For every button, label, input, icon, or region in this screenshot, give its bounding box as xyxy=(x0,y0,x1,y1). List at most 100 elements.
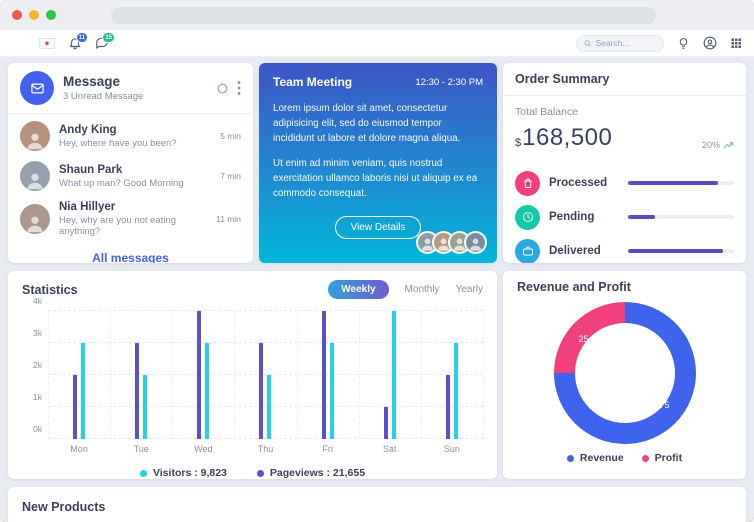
progress-fill xyxy=(628,249,724,253)
progress-bar xyxy=(628,181,734,185)
sender-name: Shaun Park xyxy=(59,163,123,176)
order-row: Processed xyxy=(515,166,734,200)
revenue-profit-card: Revenue and Profit 25 75 Revenue Profit xyxy=(503,271,746,479)
chat-badge: 15 xyxy=(102,32,115,43)
order-summary-card: Order Summary Total Balance $ 168,500 20… xyxy=(503,63,746,263)
team-meeting-card: Team Meeting 12:30 - 2:30 PM Lorem ipsum… xyxy=(259,63,497,263)
search-input[interactable] xyxy=(595,38,656,48)
statistics-title: Statistics xyxy=(22,282,78,297)
x-tick: Fri xyxy=(322,444,333,454)
balance-change: 20% xyxy=(701,140,720,150)
y-tick: 4k xyxy=(33,296,42,306)
meeting-description: Ut enim ad minim veniam, quis nostrud ex… xyxy=(273,157,478,199)
gridline xyxy=(48,310,483,311)
bar-visitors xyxy=(391,311,396,439)
meeting-title: Team Meeting xyxy=(273,75,353,89)
y-tick: 1k xyxy=(33,392,42,402)
user-icon[interactable] xyxy=(703,36,717,50)
gridline xyxy=(48,406,483,407)
meeting-time: 12:30 - 2:30 PM xyxy=(415,76,483,88)
dashboard-content: Message 3 Unread Message Andy Ki xyxy=(0,57,754,522)
gridline xyxy=(48,438,483,439)
chat-icon[interactable]: 15 xyxy=(95,32,115,50)
x-tick: Thu xyxy=(257,444,274,454)
progress-bar xyxy=(628,215,734,219)
bar-xlabels: Mon Tue Wed Thu Fri Sat Sun xyxy=(48,444,483,454)
order-summary-title: Order Summary xyxy=(503,63,746,96)
close-button[interactable] xyxy=(12,10,22,20)
unread-count: 3 Unread Message xyxy=(63,91,144,102)
bar-pageviews xyxy=(445,375,450,439)
total-balance-label: Total Balance xyxy=(515,106,579,118)
trend-up-icon xyxy=(723,141,734,148)
order-row-label: Pending xyxy=(549,211,595,223)
menu-icon[interactable] xyxy=(12,37,26,49)
bar-plot: 0k 1k 2k 3k 4k xyxy=(33,296,484,439)
maple-leaf-icon xyxy=(44,40,50,46)
mail-icon xyxy=(20,71,54,105)
flag-canada-icon[interactable] xyxy=(39,37,55,49)
message-preview: Hey, where have you been? xyxy=(59,137,177,149)
message-list-item[interactable]: Nia Hillyer Hey, why are you not eating … xyxy=(20,196,241,242)
gridline xyxy=(358,311,360,439)
message-time: 11 min xyxy=(216,214,241,224)
donut-legend: Revenue Profit xyxy=(517,452,732,470)
more-menu-icon[interactable] xyxy=(237,81,241,95)
bell-icon[interactable]: 11 xyxy=(68,32,88,50)
briefcase-icon xyxy=(515,238,540,263)
lightbulb-icon[interactable] xyxy=(677,37,690,50)
minimize-button[interactable] xyxy=(29,10,39,20)
bar-visitors xyxy=(143,375,148,439)
top-navbar: 11 15 xyxy=(0,30,754,57)
browser-chrome xyxy=(0,0,754,30)
gridline xyxy=(483,311,484,439)
bar-pageviews xyxy=(259,343,264,439)
x-tick: Tue xyxy=(133,444,149,454)
all-messages-link[interactable]: All messages xyxy=(92,251,169,263)
order-row: Pending xyxy=(515,200,734,234)
new-products-title: New Products xyxy=(22,500,106,514)
tab-weekly[interactable]: Weekly xyxy=(328,280,389,299)
period-tabs: Weekly Monthly Yearly xyxy=(328,280,483,299)
y-tick: 3k xyxy=(33,328,42,338)
gridline xyxy=(234,311,236,439)
progress-fill xyxy=(628,181,719,185)
gridline xyxy=(48,342,483,343)
message-list-item[interactable]: Andy King Hey, where have you been? 5 mi… xyxy=(20,116,241,156)
message-preview: Hey, why are you not eating anything? xyxy=(59,215,177,237)
progress-fill xyxy=(628,215,655,219)
revenue-profit-title: Revenue and Profit xyxy=(517,280,631,294)
tab-monthly[interactable]: Monthly xyxy=(404,284,440,295)
bar-pageviews xyxy=(383,407,388,439)
statistics-card: Statistics Weekly Monthly Yearly 0k 1k 2k 3… xyxy=(8,271,497,479)
gridline xyxy=(420,311,422,439)
gridline xyxy=(110,311,112,439)
tab-yearly[interactable]: Yearly xyxy=(455,284,483,295)
notification-badge: 11 xyxy=(75,32,88,43)
y-tick: 2k xyxy=(33,360,42,370)
x-tick: Mon xyxy=(70,444,88,454)
gridline xyxy=(48,311,49,439)
grid-icon[interactable] xyxy=(730,37,742,49)
bar-visitors xyxy=(453,343,458,439)
bar-visitors xyxy=(205,343,210,439)
bar-pageviews xyxy=(135,343,140,439)
refresh-icon[interactable] xyxy=(216,82,229,95)
view-details-button[interactable]: View Details xyxy=(334,216,422,240)
message-list-item[interactable]: Shaun Park What up man? Good Morning 7 m… xyxy=(20,156,241,196)
new-products-card: New Products xyxy=(8,487,746,522)
url-bar[interactable] xyxy=(111,6,656,24)
revenue-legend-dot xyxy=(566,454,574,462)
y-tick: 0k xyxy=(33,424,42,434)
zoom-button[interactable] xyxy=(46,10,56,20)
clock-icon xyxy=(515,204,540,230)
avatar xyxy=(20,121,50,151)
gridline xyxy=(296,311,298,439)
search-icon xyxy=(584,39,592,47)
message-time: 5 min xyxy=(220,131,241,141)
order-row: Delivered xyxy=(515,234,734,263)
x-tick: Sat xyxy=(383,444,397,454)
profit-slice-label: 25 xyxy=(578,334,589,344)
order-row-label: Processed xyxy=(549,177,608,189)
x-tick: Sun xyxy=(443,444,460,454)
